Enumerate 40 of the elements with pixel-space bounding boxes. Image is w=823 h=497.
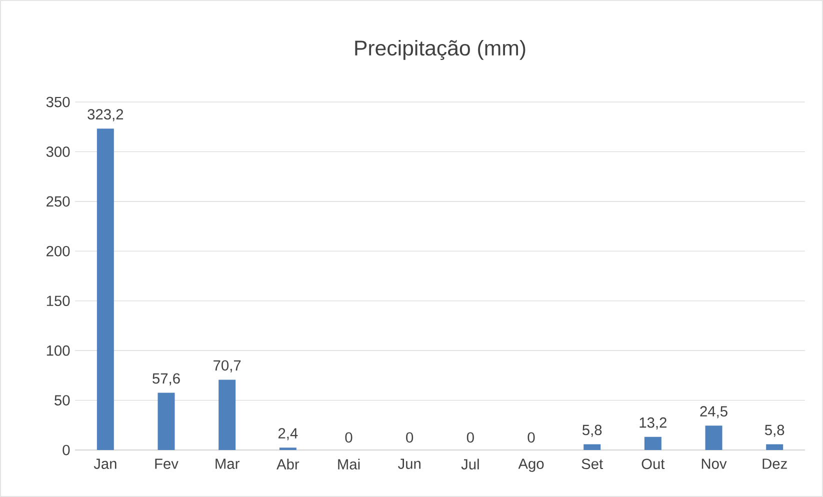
bar bbox=[218, 380, 236, 450]
bar bbox=[644, 436, 662, 450]
data-label: 5,8 bbox=[764, 424, 784, 437]
bar bbox=[766, 444, 784, 450]
y-tick-label: 150 bbox=[46, 296, 70, 306]
data-label: 24,5 bbox=[700, 406, 728, 418]
x-tick-label: Abr bbox=[276, 458, 300, 470]
bar bbox=[584, 444, 601, 450]
bar bbox=[158, 392, 175, 450]
data-label: 70,7 bbox=[214, 360, 241, 372]
y-tick-label: 50 bbox=[54, 395, 70, 406]
y-tick-label: 200 bbox=[46, 246, 70, 256]
data-label: 5,8 bbox=[582, 424, 602, 437]
data-label: 0 bbox=[345, 432, 352, 443]
bar bbox=[96, 128, 114, 450]
data-label: 13,2 bbox=[640, 417, 666, 430]
x-tick-label: Nov bbox=[702, 458, 727, 469]
x-tick-label: Jul bbox=[461, 458, 479, 470]
x-tick-label: Ago bbox=[518, 458, 544, 472]
x-tick-label: Fev bbox=[155, 458, 178, 469]
y-tick-label: 0 bbox=[62, 444, 70, 456]
data-label: 0 bbox=[466, 432, 474, 443]
y-tick-label: 350 bbox=[46, 96, 70, 108]
x-tick-label: Set bbox=[582, 458, 603, 470]
x-tick-label: Out bbox=[642, 458, 665, 470]
y-tick-label: 300 bbox=[46, 146, 70, 157]
chart-title: Precipitação (mm) bbox=[355, 40, 526, 60]
x-tick-label: Mar bbox=[216, 458, 240, 469]
y-tick-label: 250 bbox=[46, 196, 70, 207]
x-tick-label: Dez bbox=[762, 458, 787, 469]
x-tick-label: Jan bbox=[94, 458, 116, 469]
x-tick-label: Jun bbox=[398, 458, 420, 469]
bar bbox=[705, 426, 722, 450]
data-label: 0 bbox=[528, 432, 535, 443]
data-label: 0 bbox=[406, 432, 414, 443]
y-tick-label: 100 bbox=[46, 345, 70, 356]
data-label: 57,6 bbox=[152, 373, 180, 386]
data-label: 323,2 bbox=[88, 109, 124, 122]
data-label: 2,4 bbox=[278, 428, 298, 440]
x-tick-label: Mai bbox=[338, 458, 360, 470]
